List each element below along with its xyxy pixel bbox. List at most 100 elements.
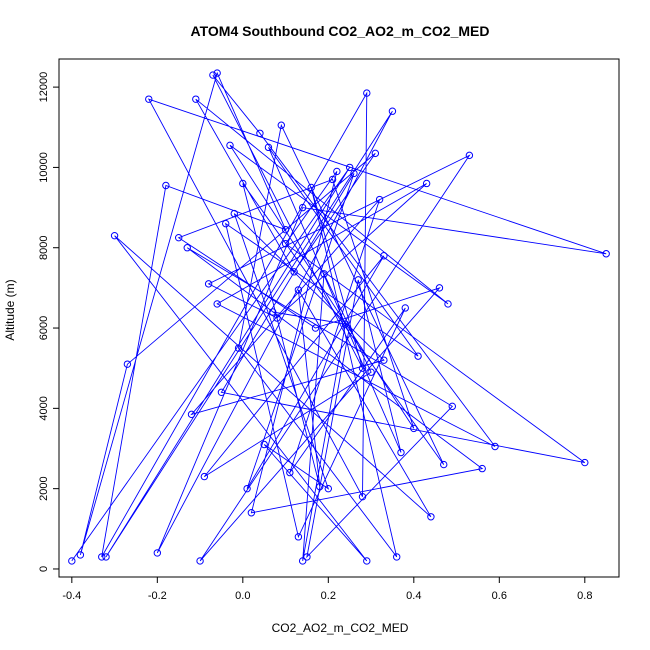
data-point: [324, 484, 333, 493]
data-point: [491, 442, 499, 451]
x-axis-label: CO2_AO2_m_CO2_MED: [272, 621, 409, 635]
data-point: [68, 557, 76, 565]
data-point: [256, 129, 264, 137]
data-point: [192, 95, 200, 103]
data-point: [358, 492, 367, 501]
y-axis-label: Altitude (m): [3, 279, 17, 340]
data-point: [388, 107, 397, 115]
data-point: [102, 553, 110, 561]
x-tick-label: -0.4: [62, 590, 81, 602]
y-axis: 0 2000 4000 6000 8000 10000 12000: [38, 72, 60, 572]
data-point: [239, 179, 247, 188]
data-point: [333, 167, 341, 176]
x-tick-label: 0.8: [577, 590, 592, 602]
data-point: [200, 472, 209, 481]
data-point: [234, 344, 243, 352]
data-point: [422, 179, 431, 188]
data-point: [367, 368, 375, 376]
data-point: [183, 244, 191, 252]
data-point: [153, 549, 162, 557]
x-tick-label: 0.4: [406, 590, 421, 602]
data-point: [273, 314, 281, 322]
data-point: [145, 95, 153, 103]
data-point: [226, 141, 234, 150]
data-point: [311, 324, 320, 332]
data-point: [440, 460, 448, 469]
x-tick-label: 0.0: [235, 590, 250, 602]
data-point: [162, 181, 170, 190]
data-point: [213, 300, 221, 308]
data-point: [465, 151, 474, 160]
data-point: [222, 219, 230, 228]
data-point: [260, 440, 268, 449]
data-point: [204, 280, 213, 288]
y-tick-label: 6000: [38, 316, 50, 340]
data-point: [110, 231, 119, 240]
data-point: [298, 203, 307, 212]
data-point: [328, 175, 337, 184]
data-point: [358, 364, 367, 372]
data-point: [581, 458, 589, 467]
data-point: [448, 402, 456, 411]
data-point: [401, 304, 409, 312]
data-point: [444, 300, 452, 308]
data-point: [294, 533, 303, 541]
data-point: [435, 284, 444, 292]
data-point: [243, 484, 251, 493]
data-point: [217, 388, 226, 396]
series-line: [71, 71, 607, 562]
data-point: [350, 169, 358, 178]
x-tick-label: 0.6: [492, 590, 507, 602]
data-point: [363, 89, 371, 97]
data-point: [281, 225, 290, 234]
data-point: [230, 209, 238, 218]
data-point: [286, 468, 294, 477]
y-tick-label: 4000: [38, 396, 50, 420]
data-point: [269, 308, 277, 316]
data-point: [98, 553, 106, 561]
data-point: [277, 121, 285, 129]
y-tick-label: 12000: [38, 72, 50, 103]
data-point: [345, 163, 354, 172]
data-point: [247, 509, 256, 517]
data-point: [123, 360, 132, 368]
data-point: [354, 276, 362, 284]
data-point: [410, 424, 418, 433]
data-point: [371, 149, 380, 158]
data-point: [209, 71, 217, 79]
data-point: [290, 268, 298, 276]
data-point: [187, 410, 196, 419]
series-lines: [71, 71, 607, 562]
data-point: [341, 320, 350, 328]
data-point: [294, 286, 303, 294]
y-tick-label: 0: [38, 566, 50, 572]
series-points: [68, 69, 610, 565]
data-point: [316, 482, 324, 491]
data-point: [393, 553, 401, 561]
data-point: [264, 143, 273, 152]
data-point: [213, 69, 221, 77]
data-point: [307, 183, 315, 192]
data-point: [363, 557, 371, 565]
data-point: [320, 270, 328, 278]
y-tick-label: 10000: [38, 152, 50, 183]
data-point: [281, 240, 290, 248]
data-point: [303, 553, 311, 561]
data-point: [397, 448, 405, 457]
data-point: [478, 464, 486, 473]
data-point: [375, 195, 384, 204]
data-point: [76, 551, 85, 559]
x-tick-label: -0.2: [148, 590, 167, 602]
y-tick-label: 8000: [38, 235, 50, 259]
x-axis: -0.4 -0.2 0.0 0.2 0.4 0.6 0.8: [62, 576, 592, 602]
data-point: [196, 557, 204, 565]
x-tick-label: 0.2: [321, 590, 336, 602]
data-point: [380, 252, 388, 260]
data-point: [414, 352, 422, 360]
data-point: [174, 233, 183, 242]
data-point: [380, 356, 388, 364]
data-point: [602, 250, 610, 258]
chart-title: ATOM4 Southbound CO2_AO2_m_CO2_MED: [191, 23, 490, 39]
data-point: [298, 557, 307, 565]
